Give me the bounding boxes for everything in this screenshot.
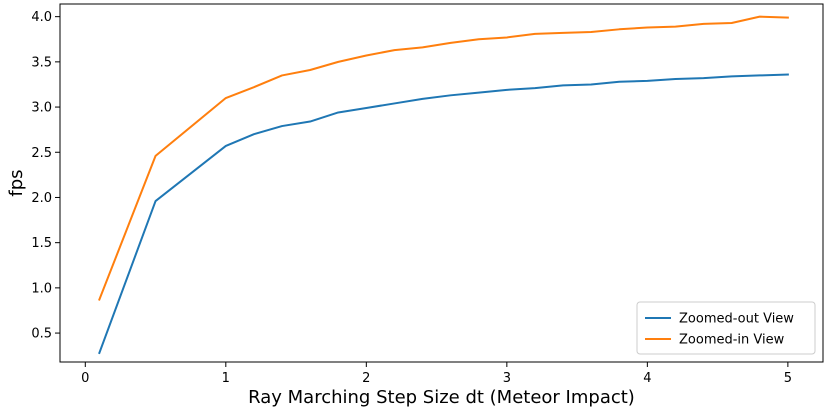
series-line-zoomed-in	[98, 15, 789, 301]
plot-frame	[59, 3, 824, 363]
y-tick-label: 3.0	[31, 101, 52, 116]
y-tick-label: 4.0	[31, 10, 52, 25]
y-tick-label: 0.5	[31, 327, 52, 342]
x-tick-label: 3	[503, 371, 511, 386]
y-tick-label: 2.0	[31, 191, 52, 206]
x-tick-label: 0	[81, 371, 89, 386]
x-tick-label: 5	[784, 371, 792, 386]
x-tick-label: 4	[643, 371, 651, 386]
series-line-zoomed-out	[98, 73, 789, 355]
y-axis: 0.5 1.0 1.5 2.0 2.5 3.0 3.5 4.0	[31, 10, 60, 342]
y-tick-label: 2.5	[31, 146, 52, 161]
legend-label: Zoomed-in View	[679, 333, 785, 348]
x-tick-label: 2	[362, 371, 370, 386]
x-tick-label: 1	[222, 371, 230, 386]
y-tick-label: 1.5	[31, 236, 52, 251]
y-axis-label: fps	[6, 169, 27, 196]
series-layer	[98, 15, 789, 355]
legend-box	[636, 301, 816, 355]
y-tick-label: 3.5	[31, 55, 52, 70]
legend: Zoomed-out View Zoomed-in View	[636, 301, 816, 355]
x-axis-label: Ray Marching Step Size dt (Meteor Impact…	[248, 387, 635, 408]
legend-label: Zoomed-out View	[679, 312, 794, 327]
y-tick-label: 1.0	[31, 281, 52, 296]
x-axis: 0 1 2 3 4 5	[81, 362, 792, 386]
